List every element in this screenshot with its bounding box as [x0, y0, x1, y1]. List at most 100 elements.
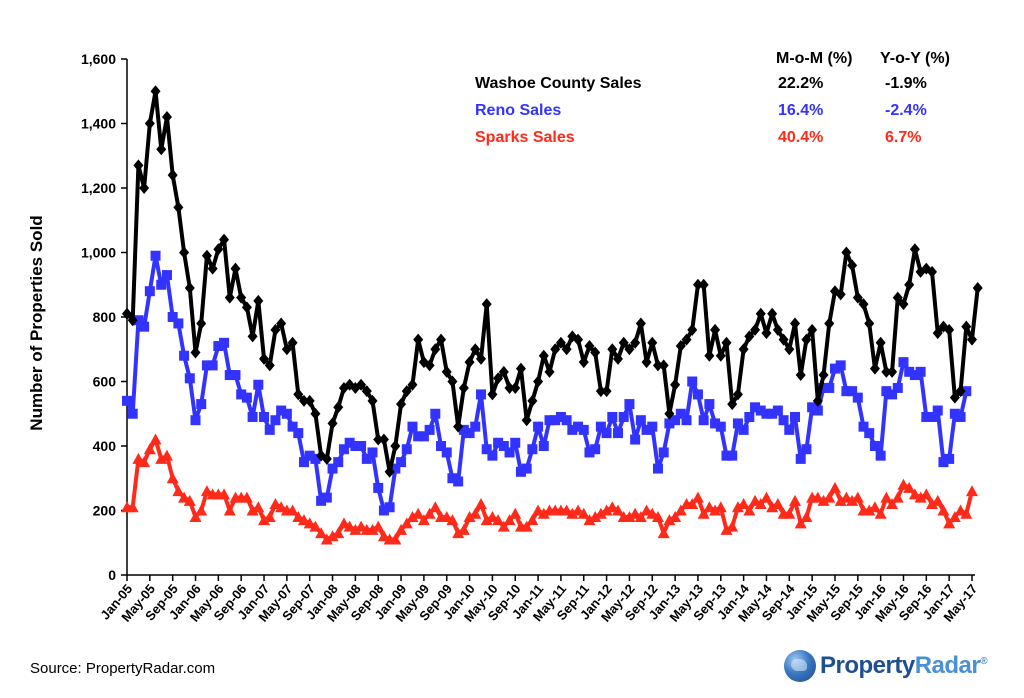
data-point — [681, 415, 692, 426]
data-point — [139, 321, 150, 332]
series-washoe-county-sales — [122, 85, 983, 478]
data-point — [555, 336, 566, 349]
data-point — [852, 392, 863, 403]
chart-plot-area — [121, 85, 983, 545]
y-tick-label: 0 — [108, 567, 116, 583]
data-point — [955, 385, 966, 398]
data-point — [750, 323, 761, 336]
data-point — [657, 527, 670, 539]
data-point — [332, 527, 345, 539]
data-point — [487, 450, 498, 461]
data-point — [715, 349, 726, 362]
data-point — [960, 507, 973, 519]
data-point — [835, 288, 846, 301]
data-point — [475, 352, 486, 365]
data-point — [784, 424, 795, 435]
data-point — [396, 398, 407, 411]
data-point — [333, 457, 344, 468]
data-point — [161, 111, 172, 124]
data-point — [601, 428, 612, 439]
data-point — [584, 340, 595, 353]
data-point — [179, 246, 190, 259]
data-point — [515, 362, 526, 375]
data-point — [670, 415, 681, 426]
data-point — [195, 504, 208, 516]
data-point — [898, 357, 909, 368]
data-point — [589, 510, 602, 522]
data-point — [400, 517, 413, 529]
data-point — [219, 233, 230, 246]
data-point — [590, 444, 601, 455]
data-point — [384, 465, 395, 478]
data-point — [607, 343, 618, 356]
data-point — [652, 359, 663, 372]
data-point — [224, 291, 235, 304]
data-point — [453, 420, 464, 433]
data-point — [834, 494, 847, 506]
data-point — [732, 388, 743, 401]
data-point — [744, 330, 755, 343]
data-point — [161, 270, 172, 281]
data-point — [573, 421, 584, 432]
data-point — [698, 415, 709, 426]
data-point — [138, 456, 151, 468]
data-point — [698, 278, 709, 291]
data-point — [710, 418, 721, 429]
data-point — [236, 291, 247, 304]
data-point — [595, 421, 606, 432]
data-point — [310, 453, 321, 464]
data-point — [207, 262, 218, 275]
data-point — [498, 441, 509, 451]
data-point — [470, 421, 481, 432]
data-point — [453, 476, 464, 487]
data-point — [891, 491, 904, 503]
data-point — [807, 323, 818, 336]
data-point — [259, 352, 270, 365]
data-point — [767, 307, 778, 320]
data-point — [224, 370, 235, 381]
data-point — [527, 444, 538, 455]
data-point — [817, 494, 830, 506]
data-point — [201, 249, 212, 262]
data-point — [395, 523, 408, 535]
data-point — [126, 501, 139, 513]
y-tick-label: 800 — [93, 309, 117, 325]
data-point — [173, 318, 184, 329]
legend-column-header: M-o-M (%) — [776, 50, 852, 67]
data-point — [218, 488, 231, 500]
data-point — [447, 473, 458, 484]
data-point — [772, 405, 783, 416]
data-point — [207, 360, 218, 371]
data-point — [726, 520, 739, 532]
data-point — [304, 394, 315, 407]
data-point — [504, 381, 515, 394]
data-point — [424, 359, 435, 372]
data-point — [778, 415, 789, 426]
data-point — [304, 450, 315, 461]
data-point — [287, 421, 298, 432]
data-point — [658, 447, 669, 458]
data-point — [972, 281, 983, 294]
data-point — [651, 510, 664, 522]
data-point — [133, 315, 144, 326]
data-point — [139, 182, 150, 194]
data-point — [344, 437, 355, 448]
data-point — [183, 494, 196, 506]
data-point — [886, 498, 899, 510]
data-point — [670, 378, 681, 391]
data-point — [133, 159, 144, 172]
legend-mom-value: 22.2% — [778, 75, 823, 92]
data-point — [578, 356, 589, 369]
data-point — [418, 431, 429, 442]
data-point — [567, 424, 578, 435]
data-point — [361, 385, 372, 398]
data-point — [281, 408, 292, 419]
data-point — [881, 386, 892, 397]
data-point — [219, 337, 230, 348]
data-point — [750, 402, 761, 413]
data-point — [526, 514, 539, 526]
data-point — [172, 485, 185, 497]
data-point — [674, 504, 687, 516]
data-point — [828, 481, 841, 493]
data-point — [727, 398, 738, 411]
